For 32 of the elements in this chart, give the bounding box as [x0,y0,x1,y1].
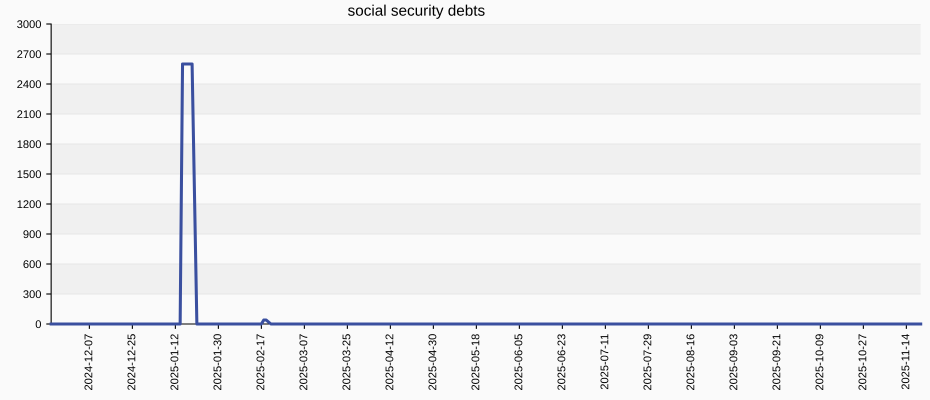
x-tick-label: 2024-12-25 [127,334,136,390]
x-tick-label: 2025-07-11 [600,334,608,390]
y-tick-label: 2400 [17,80,41,88]
x-tick-label: 2025-09-21 [772,334,780,390]
y-tick-label: 1800 [18,140,41,148]
y-tick-label: 2100 [17,110,41,118]
x-tick-label: 2025-09-03 [729,334,738,390]
x-tick-label: 2025-06-23 [557,334,566,390]
x-tick-label: 2025-08-16 [686,334,694,390]
x-tick-label: 2025-03-25 [342,334,350,390]
x-tick-label: 2025-10-09 [815,334,824,390]
x-tick-label: 2025-04-30 [428,334,436,390]
x-tick-label: 2025-02-17 [256,334,264,390]
y-tick-label: 300 [23,290,41,298]
x-tick-label: 2025-01-12 [170,334,178,390]
x-tick-label: 2025-07-29 [643,334,652,390]
y-tick-label: 1500 [18,170,41,178]
x-tick-label: 2025-05-18 [471,334,480,390]
x-tick-label: 2025-06-05 [514,334,522,390]
x-tick-label: 2025-11-14 [901,334,910,390]
y-tick-label: 1200 [18,200,41,208]
x-tick-label: 2025-04-12 [385,334,394,390]
y-tick-label: 0 [36,320,41,328]
chart-title: social security debts [348,4,485,19]
y-tick-label: 3000 [17,20,41,28]
y-tick-label: 600 [23,260,41,268]
y-tick-label: 900 [23,230,41,238]
x-tick-label: 2025-10-27 [858,334,866,390]
y-tick-label: 2700 [17,50,41,58]
x-tick-label: 2025-01-30 [213,334,222,390]
x-tick-label: 2024-12-07 [84,334,92,390]
x-tick-label: 2025-03-07 [299,334,308,390]
